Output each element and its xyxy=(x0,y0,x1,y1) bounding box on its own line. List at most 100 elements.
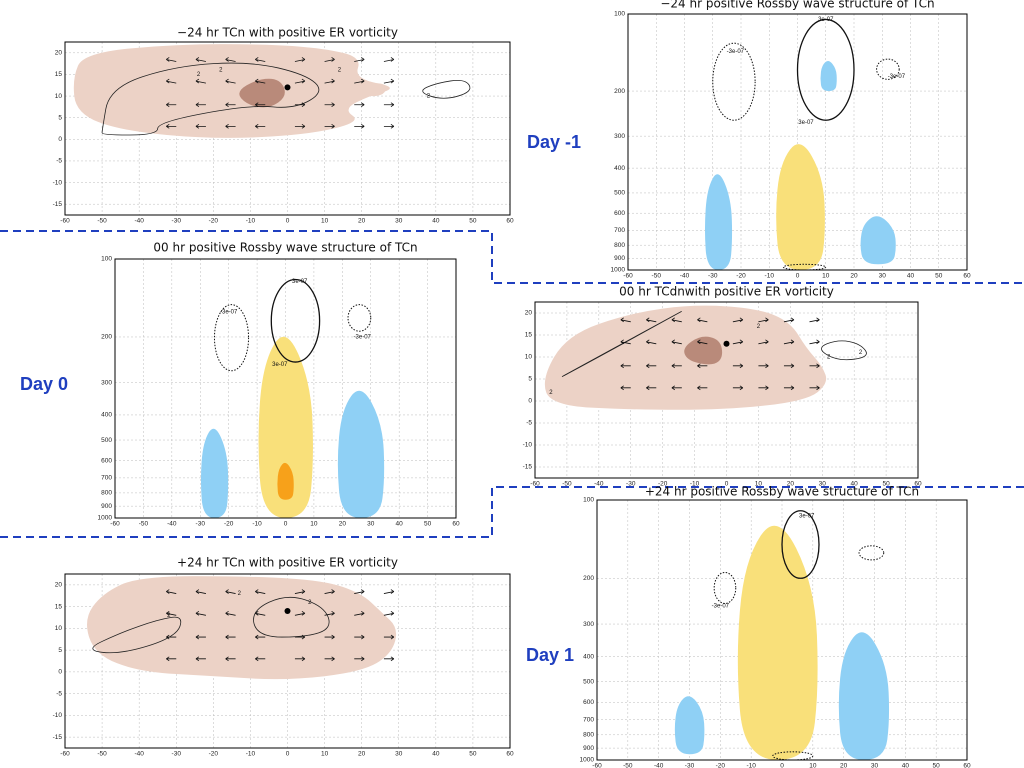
wind-arrow xyxy=(354,634,365,640)
y-tick-label: 1000 xyxy=(98,515,113,522)
x-tick-label: -30 xyxy=(685,763,695,768)
x-tick-label: 10 xyxy=(809,763,817,768)
wind-arrow xyxy=(255,589,266,594)
y-tick-label: 20 xyxy=(55,582,63,589)
wind-arrow xyxy=(195,57,206,62)
wind-arrow xyxy=(255,57,266,62)
x-tick-label: 60 xyxy=(506,751,514,758)
wind-arrow xyxy=(294,610,306,616)
shading xyxy=(704,174,733,270)
x-tick-label: 60 xyxy=(506,218,514,225)
x-tick-label: -20 xyxy=(224,521,234,528)
y-tick-label: -5 xyxy=(56,690,62,697)
shading xyxy=(737,525,818,760)
x-tick-label: 40 xyxy=(907,273,915,280)
wind-arrow xyxy=(166,589,177,594)
contour-label: 2 xyxy=(308,600,312,606)
y-tick-label: 100 xyxy=(101,256,112,263)
wind-arrow xyxy=(166,57,177,62)
wind-arrow xyxy=(383,124,395,129)
wind-arrow xyxy=(758,317,769,323)
plot-frame xyxy=(596,499,968,761)
contour-label: 2 xyxy=(238,591,242,597)
x-tick-label: 10 xyxy=(310,521,318,528)
wind-arrow xyxy=(294,57,306,62)
wind-arrow xyxy=(646,385,657,391)
contour xyxy=(781,510,820,579)
wind-arrow xyxy=(383,634,395,640)
plot-frame xyxy=(627,13,968,271)
x-tick-label: 0 xyxy=(286,218,290,225)
x-tick-label: 10 xyxy=(321,218,329,225)
x-tick-label: 20 xyxy=(339,521,347,528)
wind-arrow xyxy=(646,363,657,369)
wind-arrow xyxy=(354,57,365,62)
wind-arrow xyxy=(324,656,335,662)
panel-title: 00 hr positive Rossby wave structure of … xyxy=(153,241,417,255)
x-tick-label: 30 xyxy=(879,273,887,280)
wind-arrow xyxy=(783,363,795,369)
contour xyxy=(821,340,867,361)
contour-label: 2 xyxy=(827,355,831,361)
x-tick-label: 30 xyxy=(395,751,403,758)
wind-arrow xyxy=(324,57,335,62)
wind-arrow xyxy=(294,634,306,640)
y-tick-label: 800 xyxy=(101,490,112,497)
wind-arrow xyxy=(225,589,236,594)
wind-arrow xyxy=(255,656,266,662)
wind-arrow xyxy=(354,102,365,108)
y-tick-label: 0 xyxy=(58,669,62,676)
x-tick-label: -20 xyxy=(736,273,746,280)
wind-arrow xyxy=(195,610,206,616)
panel-title: +24 hr positive Rossby wave structure of… xyxy=(645,485,919,499)
y-tick-label: 300 xyxy=(101,379,112,386)
y-tick-label: 500 xyxy=(583,678,594,685)
x-tick-label: 20 xyxy=(787,481,795,488)
wind-arrow xyxy=(758,363,769,369)
separator-line xyxy=(0,230,1024,284)
y-tick-label: 200 xyxy=(583,575,594,582)
contour xyxy=(712,42,756,121)
x-tick-label: -50 xyxy=(652,273,662,280)
y-tick-label: 900 xyxy=(101,503,112,510)
wind-arrow xyxy=(697,339,708,345)
wind-arrow xyxy=(354,589,365,594)
x-tick-label: 60 xyxy=(963,763,971,768)
x-tick-label: -30 xyxy=(172,751,182,758)
wind-arrow xyxy=(354,124,365,129)
wind-arrow xyxy=(671,339,682,345)
plot-frame xyxy=(64,41,511,216)
x-tick-label: 50 xyxy=(882,481,890,488)
contour-label: -3e-07 xyxy=(354,335,372,341)
x-tick-label: -20 xyxy=(209,218,219,225)
y-tick-label: -15 xyxy=(523,464,533,471)
contour-label: -3e-07 xyxy=(220,309,238,315)
panel-title: +24 hr TCn with positive ER vorticity xyxy=(177,556,398,570)
y-tick-label: 10 xyxy=(525,354,533,361)
x-tick-label: 40 xyxy=(432,218,440,225)
y-tick-label: 100 xyxy=(614,11,625,18)
x-tick-label: -40 xyxy=(167,521,177,528)
y-tick-label: 500 xyxy=(614,190,625,197)
wind-arrow xyxy=(383,102,395,108)
x-tick-label: -30 xyxy=(708,273,718,280)
day-label: Day -1 xyxy=(527,132,581,152)
storm-center xyxy=(284,607,291,614)
contour-label: -3e-07 xyxy=(727,49,745,55)
x-tick-label: -50 xyxy=(562,481,572,488)
x-tick-label: -30 xyxy=(196,521,206,528)
shading xyxy=(361,83,387,97)
wind-arrow xyxy=(225,124,236,129)
wind-arrow xyxy=(383,589,395,594)
x-tick-label: -50 xyxy=(97,218,107,225)
x-tick-label: -10 xyxy=(690,481,700,488)
wind-arrow xyxy=(783,385,795,391)
x-tick-label: 10 xyxy=(755,481,763,488)
wind-arrow xyxy=(195,634,206,640)
contour-label: 2 xyxy=(219,68,223,74)
contour-label: 3e-07 xyxy=(272,362,288,368)
shading xyxy=(337,390,385,518)
contour xyxy=(213,304,250,372)
wind-arrow xyxy=(225,102,236,108)
